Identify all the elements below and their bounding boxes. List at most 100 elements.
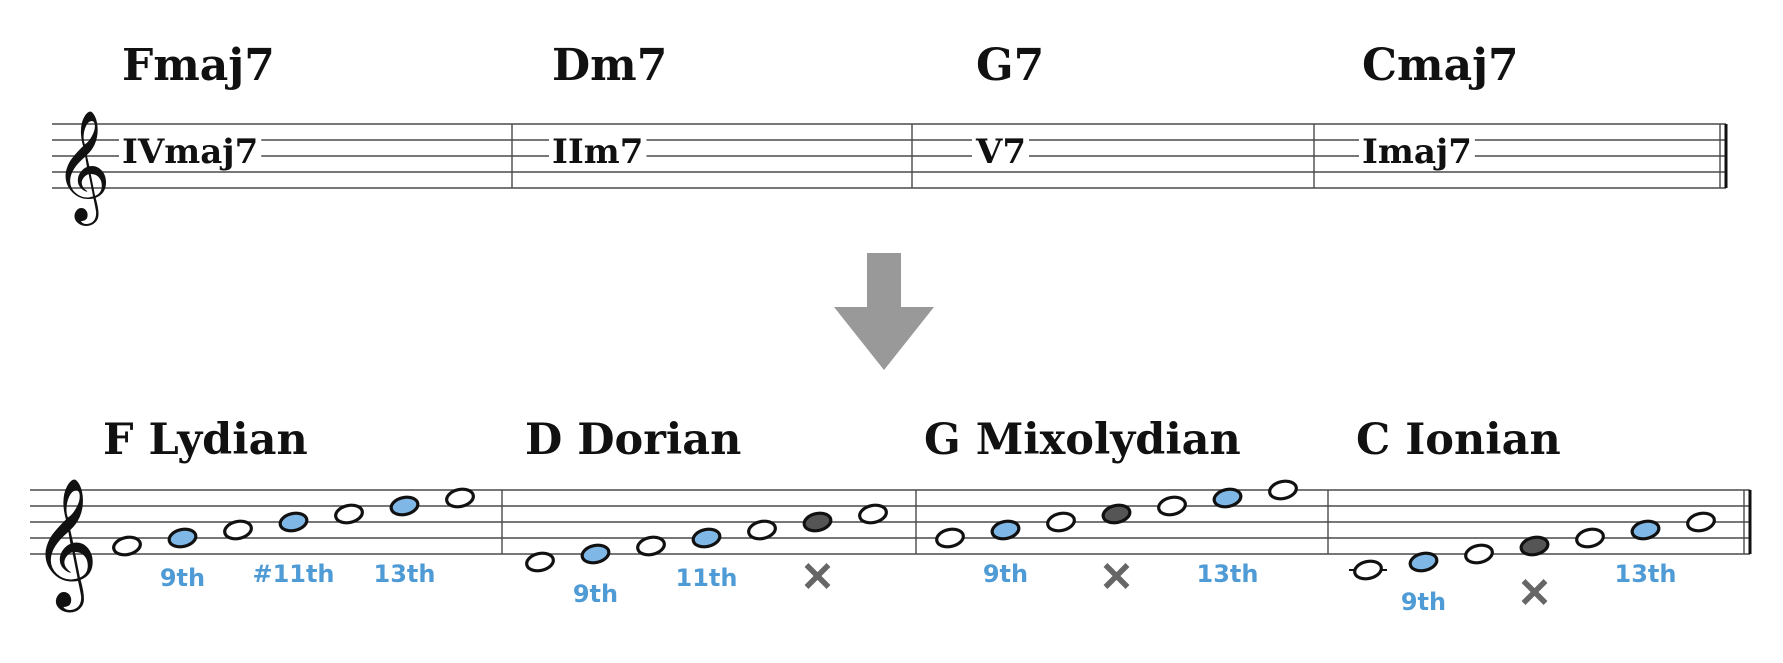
note-tension: 13th <box>1610 519 1681 588</box>
tension-label: 9th <box>160 564 205 592</box>
chord-symbol: Dm7 <box>552 40 667 91</box>
arrow-layer <box>834 253 934 370</box>
note-hole <box>1474 549 1484 559</box>
whole-note-head <box>1212 487 1243 509</box>
note-plain <box>1686 511 1716 533</box>
scale-measure: C Ionian 9th 13th <box>1349 415 1716 616</box>
mode-name: G Mixolydian <box>924 415 1241 465</box>
x-mark-icon <box>1098 558 1135 594</box>
note-hole <box>233 525 243 535</box>
note-plain <box>935 527 965 549</box>
whole-note-head <box>802 511 833 533</box>
whole-note-head <box>990 519 1021 541</box>
whole-note-head <box>1101 503 1132 525</box>
tension-label: 13th <box>374 560 436 588</box>
tension-label-backing <box>369 562 440 586</box>
mode-name: F Lydian <box>103 415 308 465</box>
final-barline <box>1719 124 1728 188</box>
note-hole <box>1585 533 1595 543</box>
top-measure: G7 V7 <box>972 40 1044 172</box>
top-staff-lines <box>52 123 1726 189</box>
bottom-staff: 𝄞F Lydian 9th #11th 13th D Dorian 9th 11th G Mi… <box>30 415 1752 616</box>
roman-label-backing <box>972 136 1030 168</box>
chord-symbol: Cmaj7 <box>1362 40 1519 91</box>
note-hole <box>1363 565 1373 575</box>
note-plain <box>525 551 555 573</box>
note-tension: #11th <box>248 511 339 588</box>
note-hole <box>945 533 955 543</box>
scale-measure: G Mixolydian 9th 13th <box>924 415 1298 594</box>
mode-name: C Ionian <box>1356 415 1561 465</box>
note-avoid <box>1098 503 1135 594</box>
note-tension: 9th <box>568 543 623 608</box>
note-hole <box>757 525 767 535</box>
whole-note-head <box>1519 535 1550 557</box>
note-tension: 13th <box>369 495 440 588</box>
tension-label: #11th <box>252 560 334 588</box>
top-measure: Cmaj7 Imaj7 <box>1359 40 1519 172</box>
roman-label-backing <box>549 136 647 168</box>
roman-label-backing <box>1359 136 1475 168</box>
note-hole <box>1167 501 1177 511</box>
x-mark-icon <box>1516 574 1553 610</box>
whole-note-head <box>389 495 420 517</box>
roman-numeral: Imaj7 <box>1362 132 1472 172</box>
tension-label: 13th <box>1615 560 1677 588</box>
tension-label-backing <box>1192 562 1263 586</box>
note-plain <box>445 487 475 509</box>
note-hole <box>344 509 354 519</box>
treble-clef-icon: 𝄞 <box>32 477 98 613</box>
top-measure: Fmaj7 IVmaj7 <box>119 40 275 172</box>
note-tension: 11th <box>671 527 742 592</box>
note-plain <box>334 503 364 525</box>
note-tension: 13th <box>1192 487 1263 588</box>
scale-measure: D Dorian 9th 11th <box>525 415 888 608</box>
chord-symbol: G7 <box>976 40 1044 91</box>
tension-label-backing <box>155 566 210 590</box>
tension-label-backing <box>1610 562 1681 586</box>
note-plain <box>1268 479 1298 501</box>
note-avoid <box>1516 535 1553 610</box>
tension-label-backing <box>568 582 623 606</box>
note-hole <box>122 541 132 551</box>
chord-symbol: Fmaj7 <box>122 40 275 91</box>
roman-label-backing <box>119 136 262 168</box>
note-plain <box>1157 495 1187 517</box>
mode-name: D Dorian <box>525 415 741 465</box>
note-hole <box>868 509 878 519</box>
note-hole <box>1056 517 1066 527</box>
note-tension: 9th <box>978 519 1033 588</box>
bottom-staff-lines <box>30 489 1750 555</box>
scale-measure: F Lydian 9th #11th 13th <box>103 415 475 592</box>
tension-label-backing <box>1396 590 1451 614</box>
note-tension: 9th <box>155 527 210 592</box>
note-plain <box>747 519 777 541</box>
tension-label-backing <box>671 566 742 590</box>
note-plain <box>223 519 253 541</box>
note-hole <box>1278 485 1288 495</box>
note-plain <box>1464 543 1494 565</box>
final-barline <box>1743 490 1752 554</box>
top-measure: Dm7 IIm7 <box>549 40 667 172</box>
note-plain <box>1349 559 1387 581</box>
x-mark-icon <box>799 558 836 594</box>
whole-note-head <box>580 543 611 565</box>
note-tension: 9th <box>1396 551 1451 616</box>
note-plain <box>112 535 142 557</box>
tension-label-backing <box>248 562 339 586</box>
note-hole <box>646 541 656 551</box>
note-hole <box>455 493 465 503</box>
tension-label: 13th <box>1197 560 1259 588</box>
top-staff: 𝄞Fmaj7 IVmaj7 Dm7 IIm7 G7 V7 Cmaj7 Imaj7 <box>52 40 1728 226</box>
note-hole <box>535 557 545 567</box>
note-plain <box>636 535 666 557</box>
note-avoid <box>799 511 836 594</box>
note-plain <box>858 503 888 525</box>
roman-numeral: IVmaj7 <box>122 132 258 172</box>
tension-label: 9th <box>573 580 618 608</box>
note-hole <box>1696 517 1706 527</box>
note-plain <box>1575 527 1605 549</box>
whole-note-head <box>278 511 309 533</box>
note-plain <box>1046 511 1076 533</box>
